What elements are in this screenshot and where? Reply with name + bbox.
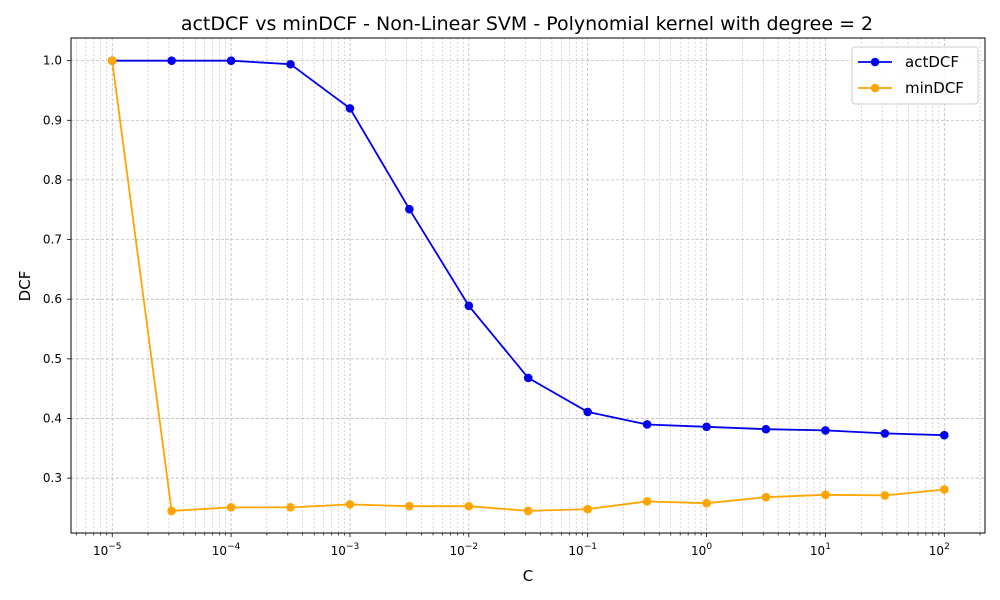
axis-ticks: 10−5 10−4 10−3 10−2 10−1 100 101 1020.30.40.50.…: [43, 54, 981, 558]
mindcf-point: [405, 501, 414, 511]
x-tick-exponent: −2: [465, 542, 478, 552]
actdcf-point: [345, 104, 355, 113]
mindcf-point: [702, 498, 711, 508]
chart-title: actDCF vs minDCF - Non-Linear SVM - Poly…: [181, 13, 873, 35]
actdcf-point: [523, 373, 533, 383]
x-tick-label: 102: [929, 542, 950, 558]
x-tick-exponent: −5: [108, 542, 121, 552]
x-tick-label: 10−3: [331, 542, 360, 558]
y-tick-label: 0.9: [43, 113, 62, 127]
y-axis-label: DCF: [16, 271, 34, 302]
actdcf-point: [583, 407, 592, 417]
actdcf-point: [286, 59, 295, 69]
grid: [71, 38, 985, 533]
legend-marker-actdcf: [870, 57, 880, 67]
actdcf-point: [702, 422, 711, 432]
mindcf-point: [642, 497, 652, 506]
mindcf-point: [761, 492, 771, 502]
x-tick-exponent: 2: [944, 542, 950, 552]
y-tick-label: 0.4: [43, 411, 62, 425]
x-tick-label: 10−1: [568, 542, 597, 558]
actdcf-point: [939, 430, 949, 440]
x-tick-label: 10−5: [93, 542, 122, 558]
series-mindcf: [107, 56, 949, 516]
x-tick-label: 100: [691, 542, 712, 558]
mindcf-point: [880, 491, 890, 500]
plot-frame: [70, 37, 986, 534]
actdcf-point: [405, 204, 414, 214]
x-tick-exponent: −4: [227, 542, 241, 552]
legend-label-actdcf: actDCF: [905, 53, 959, 71]
mindcf-point: [821, 490, 830, 500]
y-tick-label: 0.8: [43, 173, 62, 187]
series-actdcf: [107, 56, 949, 440]
y-tick-label: 0.7: [43, 233, 62, 247]
actdcf-point: [642, 420, 652, 429]
x-tick-exponent: −1: [584, 542, 597, 552]
y-tick-label: 1.0: [43, 54, 62, 68]
legend-marker-mindcf: [870, 83, 880, 93]
x-axis-label: C: [523, 567, 533, 585]
actdcf-point: [226, 56, 236, 65]
mindcf-point: [345, 500, 355, 509]
x-tick-label: 101: [810, 542, 831, 558]
actdcf-point: [167, 56, 176, 65]
legend-label-mindcf: minDCF: [905, 79, 964, 97]
mindcf-point: [107, 56, 117, 65]
actdcf-point: [761, 424, 771, 434]
x-tick-label: 10−4: [212, 542, 241, 558]
y-tick-label: 0.3: [43, 471, 62, 485]
x-tick-exponent: 1: [825, 542, 831, 552]
actdcf-point: [880, 429, 890, 438]
x-tick-exponent: −3: [346, 542, 359, 552]
y-tick-label: 0.6: [43, 292, 62, 306]
series-layer: [107, 56, 949, 516]
actdcf-point: [464, 301, 474, 311]
mindcf-line: [111, 60, 945, 512]
x-tick-label: 10−2: [450, 542, 479, 558]
x-tick-exponent: 0: [706, 542, 712, 552]
mindcf-point: [939, 485, 949, 494]
mindcf-point: [464, 501, 474, 511]
legend: actDCF minDCF: [851, 46, 979, 105]
y-tick-label: 0.5: [43, 352, 62, 366]
mindcf-point: [286, 503, 295, 512]
mindcf-point: [167, 506, 176, 516]
mindcf-point: [583, 504, 592, 514]
actdcf-point: [821, 426, 830, 435]
mindcf-point: [523, 506, 533, 516]
mindcf-point: [226, 503, 236, 512]
